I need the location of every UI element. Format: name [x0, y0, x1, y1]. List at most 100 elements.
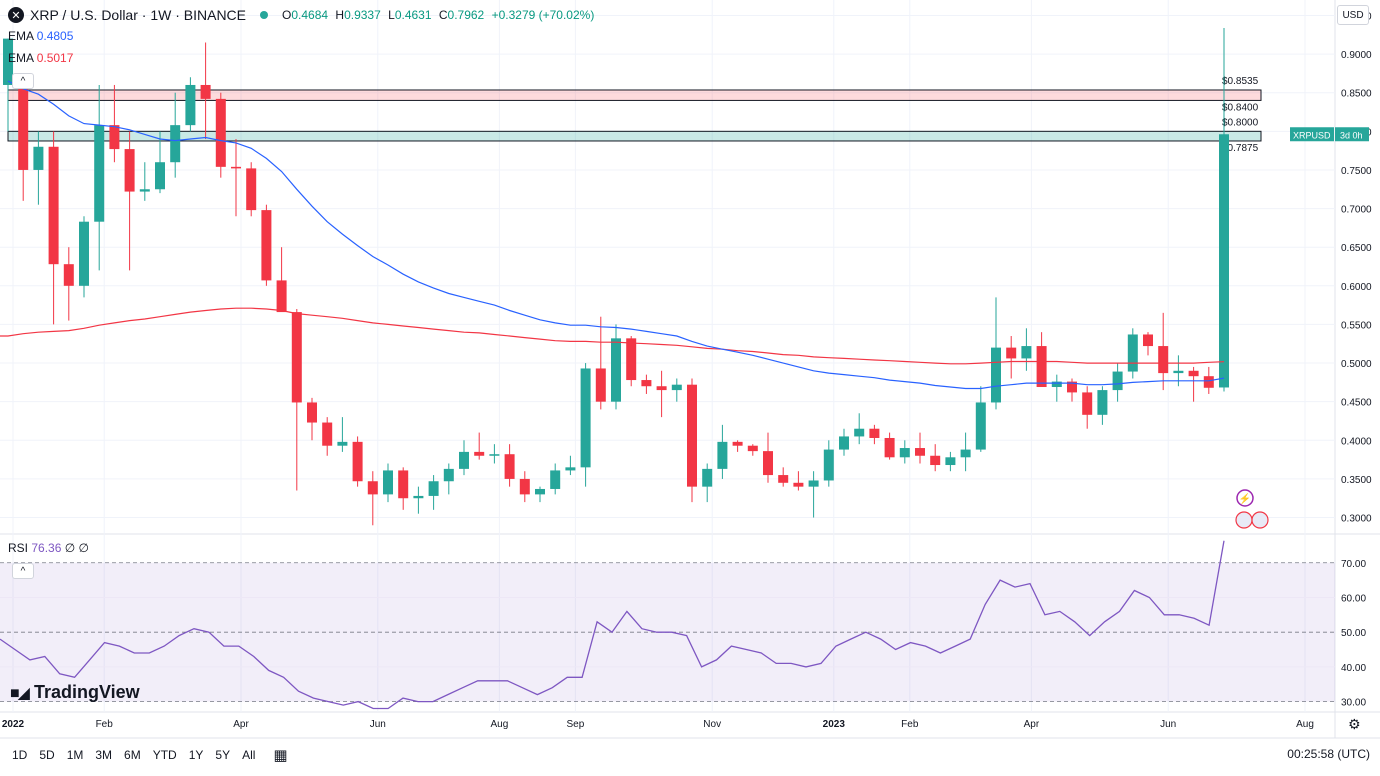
- candle-body[interactable]: [1021, 346, 1032, 359]
- candle-body[interactable]: [155, 162, 165, 190]
- settings-gear-icon[interactable]: ⚙: [1348, 716, 1361, 732]
- candle-body[interactable]: [276, 280, 287, 313]
- timeframe-1m[interactable]: 1M: [66, 748, 84, 762]
- timeframe-6m[interactable]: 6M: [124, 748, 141, 762]
- candle-body[interactable]: [991, 347, 1001, 403]
- candle-body[interactable]: [778, 475, 789, 483]
- candle-body[interactable]: [231, 166, 241, 169]
- candle-body[interactable]: [1127, 334, 1138, 372]
- candle-body[interactable]: [215, 98, 226, 167]
- candle-body[interactable]: [550, 470, 561, 489]
- candle-body[interactable]: [459, 451, 469, 469]
- date-range-calendar-icon[interactable]: ▦: [273, 747, 288, 764]
- timeframe-ytd[interactable]: YTD: [152, 748, 177, 762]
- candle-body[interactable]: [185, 84, 196, 126]
- rsi-legend[interactable]: RSI 76.36 ∅ ∅: [8, 541, 89, 555]
- candle-body[interactable]: [1097, 390, 1108, 415]
- candle-body[interactable]: [504, 454, 515, 479]
- candle-body[interactable]: [763, 451, 773, 476]
- candle-body[interactable]: [1219, 134, 1229, 388]
- candle-body[interactable]: [854, 428, 865, 437]
- candle-body[interactable]: [33, 146, 44, 170]
- candle-body[interactable]: [1143, 334, 1153, 347]
- candle-body[interactable]: [565, 467, 576, 471]
- candle-body[interactable]: [869, 428, 880, 438]
- candle-body[interactable]: [3, 38, 13, 85]
- candle-body[interactable]: [611, 338, 621, 402]
- candle-body[interactable]: [656, 386, 667, 391]
- candle-body[interactable]: [899, 448, 910, 458]
- candle-body[interactable]: [793, 482, 804, 487]
- candle-body[interactable]: [930, 455, 941, 466]
- candle-body[interactable]: [1158, 346, 1169, 374]
- candle-body[interactable]: [383, 470, 393, 495]
- candle-body[interactable]: [63, 264, 74, 286]
- timeframe-1y[interactable]: 1Y: [188, 748, 204, 762]
- lightning-event-icon[interactable]: [1236, 489, 1254, 507]
- utc-clock[interactable]: 00:25:58 (UTC): [1287, 747, 1370, 761]
- candle-body[interactable]: [398, 470, 409, 499]
- timeframe-3m[interactable]: 3M: [95, 748, 113, 762]
- candle-body[interactable]: [823, 449, 834, 481]
- candle-body[interactable]: [595, 368, 606, 402]
- candle-body[interactable]: [261, 210, 272, 281]
- candle-body[interactable]: [291, 312, 302, 403]
- collapse-rsi-legend-button[interactable]: ^: [12, 563, 34, 579]
- candle-body[interactable]: [337, 441, 348, 446]
- candle-body[interactable]: [945, 457, 956, 466]
- resistance-zone[interactable]: [7, 89, 1262, 101]
- candle-body[interactable]: [109, 125, 120, 150]
- candle-body[interactable]: [124, 149, 135, 192]
- candle-body[interactable]: [1112, 371, 1123, 391]
- symbol-title[interactable]: XRP / U.S. Dollar · 1W · BINANCE: [30, 7, 247, 23]
- timeframe-1d[interactable]: 1D: [12, 748, 28, 762]
- candle-body[interactable]: [1036, 346, 1047, 388]
- candle-body[interactable]: [48, 146, 59, 265]
- timeframe-5y[interactable]: 5Y: [215, 748, 231, 762]
- candle-body[interactable]: [428, 481, 439, 496]
- candle-body[interactable]: [626, 338, 637, 381]
- timeframe-5d[interactable]: 5D: [39, 748, 55, 762]
- candle-body[interactable]: [94, 125, 105, 222]
- candle-body[interactable]: [580, 368, 591, 468]
- candle-body[interactable]: [139, 189, 150, 192]
- candle-body[interactable]: [1082, 392, 1093, 415]
- candle-body[interactable]: [246, 168, 257, 211]
- candle-body[interactable]: [474, 451, 485, 456]
- ema-slow-legend[interactable]: EMA 0.5017: [8, 51, 74, 65]
- timeframe-all[interactable]: All: [242, 748, 256, 762]
- candle-body[interactable]: [322, 422, 333, 446]
- us-flag-event-icon[interactable]: [1235, 511, 1253, 529]
- candle-body[interactable]: [732, 441, 743, 446]
- candle-body[interactable]: [367, 481, 378, 495]
- candle-body[interactable]: [18, 84, 29, 170]
- candle-body[interactable]: [960, 449, 971, 458]
- candle-body[interactable]: [1051, 381, 1062, 388]
- candle-body[interactable]: [975, 402, 986, 450]
- collapse-legend-button[interactable]: ^: [12, 73, 34, 89]
- us-flag-event-icon[interactable]: [1251, 511, 1269, 529]
- candle-body[interactable]: [1188, 370, 1199, 377]
- candle-body[interactable]: [443, 468, 454, 482]
- candle-body[interactable]: [352, 441, 363, 482]
- support-zone[interactable]: [7, 130, 1262, 142]
- candle-body[interactable]: [915, 448, 925, 456]
- candle-body[interactable]: [1067, 381, 1077, 393]
- candle-body[interactable]: [671, 384, 682, 391]
- candle-body[interactable]: [747, 445, 758, 452]
- candle-body[interactable]: [702, 468, 713, 487]
- candle-body[interactable]: [1173, 370, 1184, 374]
- candle-body[interactable]: [307, 402, 317, 423]
- currency-selector[interactable]: USD: [1337, 5, 1369, 25]
- candle-body[interactable]: [200, 84, 211, 99]
- candle-body[interactable]: [641, 380, 652, 387]
- candle-body[interactable]: [1006, 347, 1017, 359]
- candle-body[interactable]: [519, 478, 530, 495]
- ema-fast-legend[interactable]: EMA 0.4805: [8, 29, 74, 43]
- candle-body[interactable]: [170, 125, 181, 163]
- candle-body[interactable]: [839, 436, 849, 450]
- candle-body[interactable]: [1203, 376, 1214, 388]
- candle-body[interactable]: [687, 384, 697, 487]
- candle-body[interactable]: [489, 454, 500, 456]
